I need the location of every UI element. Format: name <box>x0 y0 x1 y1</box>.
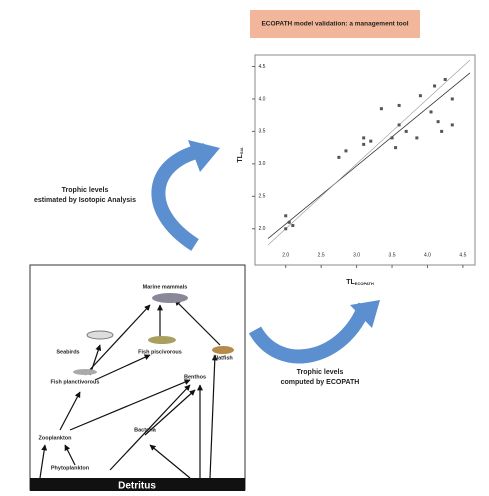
node-label: Bacteria <box>134 427 157 433</box>
point <box>380 107 383 110</box>
point <box>415 136 418 139</box>
x-tick-label: 2.0 <box>282 252 289 258</box>
fish-icon <box>148 336 176 344</box>
x-axis-label-sub: ECOPATH <box>355 281 374 286</box>
point <box>288 221 291 224</box>
point <box>398 104 401 107</box>
bird-icon <box>87 331 113 339</box>
x-tick-label: 4.5 <box>459 252 466 258</box>
graphic: ECOPATH model validation: a management t… <box>0 0 489 491</box>
node-label: Benthos <box>184 374 206 380</box>
point <box>437 120 440 123</box>
node-label: Fish piscivorous <box>138 349 182 355</box>
point <box>284 214 287 217</box>
identity-line <box>268 60 470 245</box>
point <box>433 84 436 87</box>
point <box>405 130 408 133</box>
point <box>451 97 454 100</box>
node-label: Marine mammals <box>143 284 188 290</box>
point <box>369 140 372 143</box>
y-tick-label: 2.0 <box>259 226 266 232</box>
x-tick-label: 3.0 <box>353 252 360 258</box>
point <box>419 94 422 97</box>
x-axis-label: TLECOPATH <box>346 279 374 286</box>
y-tick-label: 3.0 <box>259 161 266 167</box>
point <box>391 136 394 139</box>
y-tick-label: 3.5 <box>259 129 266 135</box>
scatter-plot: 2.0 2.5 3.0 3.5 4.0 4.5 2.0 2.5 3.0 3.5 4.0 4.5 TLEC… <box>237 60 470 286</box>
point <box>398 123 401 126</box>
point <box>444 78 447 81</box>
node-label: Detritus <box>118 481 156 491</box>
point <box>430 110 433 113</box>
x-tick-label: 3.5 <box>389 252 396 258</box>
y-axis-label: TLSIA <box>237 147 244 162</box>
x-tick-label: 2.5 <box>318 252 325 258</box>
x-tick-label: 4.0 <box>424 252 431 258</box>
point <box>337 156 340 159</box>
point <box>394 146 397 149</box>
point <box>362 143 365 146</box>
point <box>451 123 454 126</box>
node-label: Zooplankton <box>39 435 73 441</box>
point <box>440 130 443 133</box>
left-label: Trophic levels <box>62 187 109 194</box>
point <box>291 224 294 227</box>
point <box>284 227 287 230</box>
fit-line <box>268 73 470 239</box>
y-axis-label-sub: SIA <box>239 147 244 154</box>
y-tick-label: 4.0 <box>259 96 266 102</box>
right-label: computed by ECOPATH <box>281 379 360 386</box>
curved-arrow <box>255 305 365 356</box>
node-label: Flatfish <box>213 355 233 361</box>
node-label: Fish planctivorous <box>51 379 100 385</box>
plot-frame <box>255 55 475 265</box>
y-tick-label: 4.5 <box>259 64 266 70</box>
mammal-icon <box>152 293 188 303</box>
point <box>362 136 365 139</box>
left-label: estimated by Isotopic Analysis <box>34 197 136 204</box>
flatfish-icon <box>212 346 234 354</box>
node-label: Phytoplankton <box>51 465 90 471</box>
page: ECOPATH model validation: a management t… <box>0 0 489 491</box>
banner-title: ECOPATH model validation: a management t… <box>261 21 408 28</box>
point <box>344 149 347 152</box>
y-tick-label: 2.5 <box>259 194 266 200</box>
right-label: Trophic levels <box>297 369 344 376</box>
fish-icon <box>73 369 97 375</box>
node-label: Seabirds <box>56 349 79 355</box>
food-web-frame <box>30 265 245 490</box>
